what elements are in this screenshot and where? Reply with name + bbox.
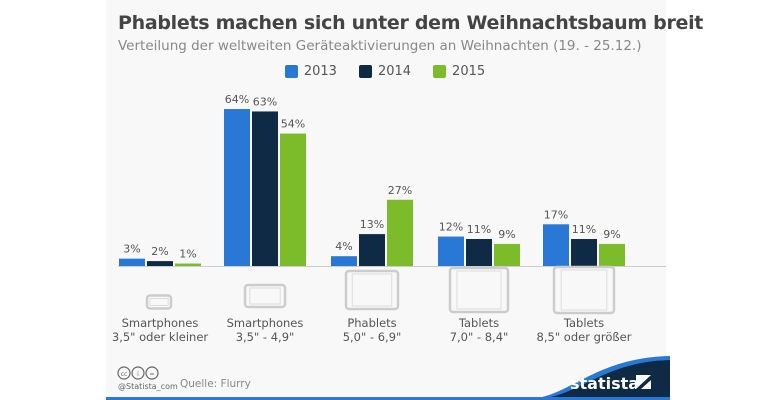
data-label: 17%	[544, 208, 568, 221]
by-icon	[131, 366, 145, 380]
category-label: 8,5" oder größer	[537, 330, 632, 344]
bar-2014-1	[252, 111, 278, 266]
data-label: 63%	[253, 95, 277, 108]
device-icon	[552, 265, 616, 315]
legend: 2013 2014 2015	[0, 64, 770, 79]
legend-swatch	[433, 65, 447, 78]
device-screen	[456, 270, 502, 310]
source-note: Quelle: Flurry	[180, 378, 251, 390]
device-icon	[448, 266, 510, 314]
data-label: 12%	[439, 221, 463, 234]
bar-2015-0	[175, 263, 201, 266]
data-label: 54%	[281, 118, 305, 131]
data-label: 1%	[179, 248, 196, 261]
bar-2015-3	[494, 243, 520, 266]
legend-label: 2014	[377, 64, 412, 79]
device-screen	[560, 269, 608, 311]
brand-wave-accent	[520, 356, 670, 400]
bar-2014-2	[359, 234, 385, 266]
bar-2015-1	[280, 133, 306, 266]
legend-label: 2015	[452, 64, 486, 79]
category-label: Smartphones	[122, 316, 199, 330]
license-glyph: cc	[121, 371, 128, 378]
legend-swatch	[358, 65, 372, 78]
category-label: 7,0" - 8,4"	[450, 330, 509, 344]
data-label: 64%	[225, 93, 249, 106]
category-label: Tablets	[458, 316, 499, 330]
device-icon	[145, 294, 173, 310]
license-glyph: i	[137, 371, 139, 378]
bar-2014-4	[571, 239, 597, 266]
legend-item-2014: 2014	[358, 64, 412, 79]
data-label: 9%	[498, 228, 515, 241]
bar-2013-2	[331, 256, 357, 266]
brand-wave	[520, 360, 670, 400]
nd-icon	[145, 366, 159, 380]
data-label: 2%	[151, 245, 168, 258]
data-label: 27%	[388, 184, 412, 197]
legend-label: 2013	[303, 64, 337, 79]
footer-bar	[106, 397, 670, 400]
data-label: 11%	[572, 223, 596, 236]
category-label: Phablets	[347, 316, 396, 330]
statista-logo: statista	[570, 374, 639, 393]
legend-item-2015: 2015	[433, 64, 485, 79]
category-label: Smartphones	[227, 316, 304, 330]
license-glyph: =	[149, 371, 154, 378]
bar-2013-0	[119, 258, 145, 266]
chart-subtitle: Verteilung der weltweiten Geräteaktivier…	[118, 38, 642, 54]
legend-item-2013: 2013	[284, 64, 337, 79]
bar-2013-1	[224, 109, 250, 266]
data-label: 4%	[335, 240, 352, 253]
device-screen	[149, 298, 169, 306]
legend-swatch	[284, 65, 298, 78]
data-label: 3%	[123, 243, 140, 256]
chart-card	[106, 0, 666, 400]
category-label: 3,5" oder kleiner	[112, 330, 209, 344]
category-label: 3,5" - 4,9"	[236, 330, 295, 344]
logo-mark-slash	[636, 375, 651, 389]
bar-2014-0	[147, 261, 173, 266]
data-label: 13%	[360, 218, 384, 231]
category-label: Tablets	[563, 316, 604, 330]
bar-2013-4	[543, 224, 569, 266]
device-screen	[249, 287, 281, 305]
bar-2013-3	[438, 236, 464, 266]
cc-icon	[117, 366, 131, 380]
bar-2014-3	[466, 239, 492, 266]
device-screen	[351, 273, 393, 307]
device-icon	[243, 283, 287, 309]
device-icon	[344, 269, 400, 311]
data-label: 11%	[467, 223, 491, 236]
bar-2015-2	[387, 199, 413, 266]
chart-title: Phablets machen sich unter dem Weihnacht…	[118, 12, 704, 34]
category-label: 5,0" - 6,9"	[343, 330, 402, 344]
data-label: 9%	[603, 228, 620, 241]
statista-handle: @Statista_com	[118, 382, 178, 391]
bar-2015-4	[599, 243, 625, 266]
